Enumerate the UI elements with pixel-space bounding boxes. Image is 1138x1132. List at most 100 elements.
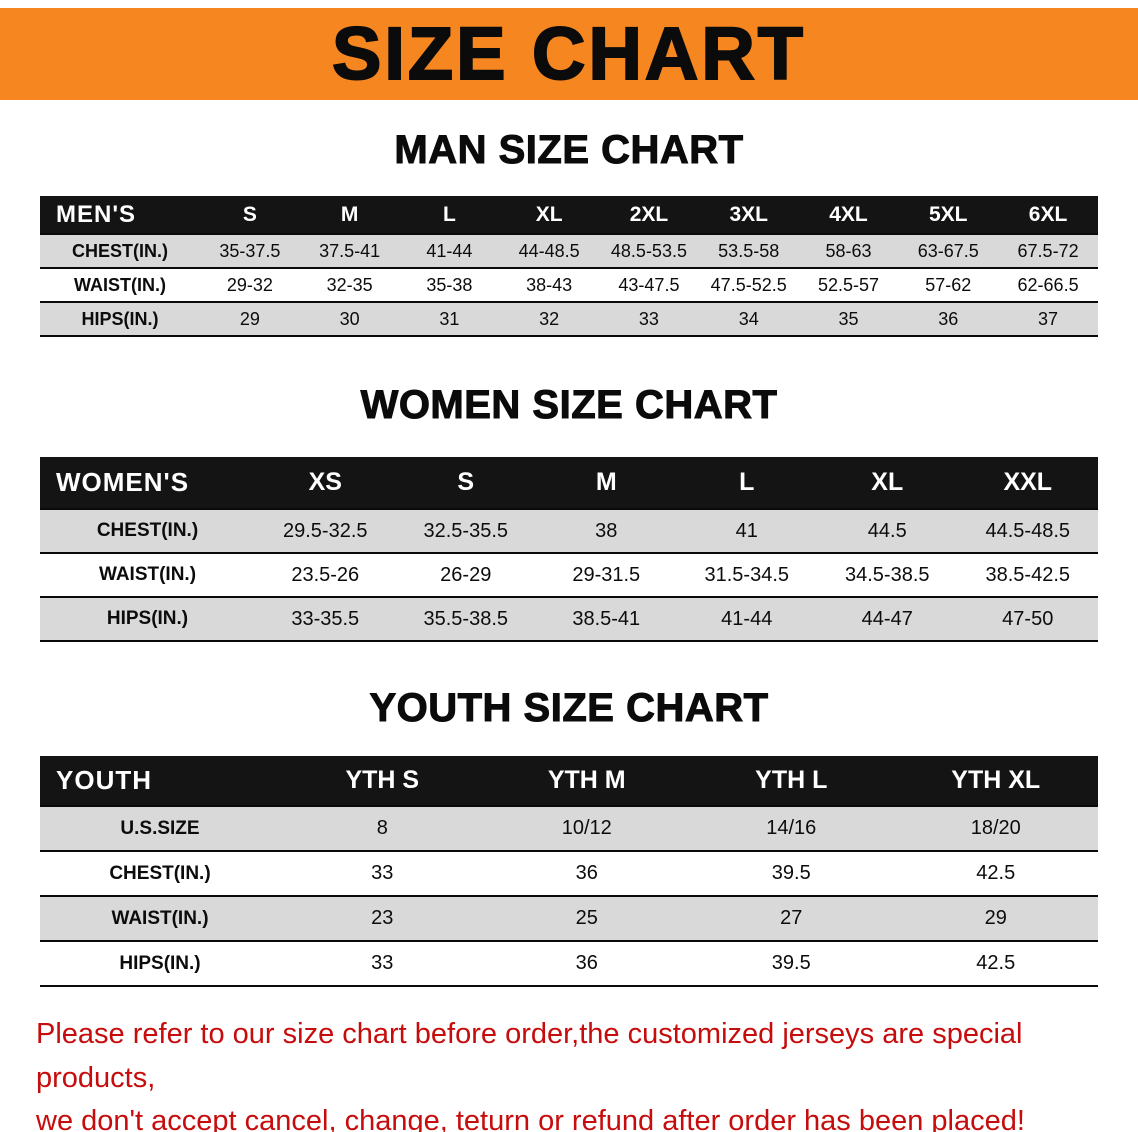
men-size-col-l: L (443, 202, 456, 226)
table-cell: 43-47.5 (618, 274, 680, 295)
table-cell: 27 (780, 907, 803, 929)
table-cell: 31 (439, 308, 460, 329)
table-cell: 38.5-42.5 (985, 563, 1070, 586)
table-cell: 48.5-53.5 (610, 240, 687, 261)
men-size-col-xl: XL (535, 202, 563, 226)
youth-size-chart-section: YOUTH SIZE CHART YOUTH YTH S YTH M YTH L… (0, 684, 1138, 987)
table-cell: 33 (638, 308, 659, 329)
men-size-col-m: M (340, 202, 359, 226)
women-size-col-m: M (595, 468, 617, 496)
row-label: HIPS(IN.) (106, 608, 189, 629)
women-hips-row: HIPS(IN.) 33-35.5 35.5-38.5 38.5-41 41-4… (40, 597, 1098, 641)
women-size-col-l: L (739, 468, 755, 496)
men-size-col-2xl: 2XL (629, 202, 669, 226)
row-label: HIPS(IN.) (119, 952, 201, 974)
women-table-corner-cell: WOMEN'S (56, 467, 190, 497)
table-cell: 23 (371, 907, 394, 929)
youth-chest-row: CHEST(IN.) 33 36 39.5 42.5 (40, 851, 1098, 896)
table-cell: 36 (575, 862, 598, 884)
men-waist-row: WAIST(IN.) 29-32 32-35 35-38 38-43 43-47… (40, 268, 1098, 302)
youth-hips-row: HIPS(IN.) 33 36 39.5 42.5 (40, 941, 1098, 986)
women-size-col-xs: XS (308, 468, 342, 496)
table-cell: 38.5-41 (572, 607, 641, 630)
youth-size-table: YOUTH YTH S YTH M YTH L YTH XL U.S.SIZE … (40, 756, 1098, 987)
table-cell: 29.5-32.5 (282, 519, 368, 542)
women-size-col-xxl: XXL (1003, 468, 1053, 496)
table-cell: 34 (738, 308, 759, 329)
youth-section-heading: YOUTH SIZE CHART (369, 686, 769, 731)
men-size-col-4xl: 4XL (829, 202, 868, 226)
table-cell: 44-48.5 (518, 240, 580, 261)
table-cell: 42.5 (976, 862, 1016, 884)
table-cell: 39.5 (771, 952, 811, 974)
row-label: WAIST(IN.) (98, 564, 197, 585)
table-cell: 33 (371, 952, 394, 974)
table-cell: 23.5-26 (291, 563, 360, 586)
page-title: SIZE CHART (331, 12, 806, 95)
women-waist-row: WAIST(IN.) 23.5-26 26-29 29-31.5 31.5-34… (40, 553, 1098, 597)
order-policy-line-1: Please refer to our size chart before or… (36, 1018, 1023, 1094)
table-cell: 8 (376, 817, 388, 839)
table-cell: 29 (239, 308, 260, 329)
men-hips-row: HIPS(IN.) 29 30 31 32 33 34 35 36 37 (40, 302, 1098, 336)
youth-ussize-row: U.S.SIZE 8 10/12 14/16 18/20 (40, 806, 1098, 851)
table-cell: 63-67.5 (917, 240, 979, 261)
youth-size-col-m: YTH M (547, 766, 626, 794)
youth-size-col-l: YTH L (755, 766, 828, 794)
table-cell: 44.5-48.5 (985, 519, 1070, 542)
table-cell: 10/12 (561, 817, 612, 839)
row-label: CHEST(IN.) (109, 862, 211, 884)
table-cell: 35 (838, 308, 859, 329)
table-cell: 52.5-57 (817, 274, 879, 295)
table-cell: 33-35.5 (291, 607, 360, 630)
table-cell: 58-63 (825, 240, 872, 261)
men-size-table: MEN'S S M L XL 2XL 3XL 4XL 5XL 6XL CHEST… (40, 196, 1098, 337)
table-cell: 62-66.5 (1017, 274, 1079, 295)
table-cell: 67.5-72 (1017, 240, 1079, 261)
table-cell: 47-50 (1002, 607, 1054, 630)
table-cell: 14/16 (766, 817, 817, 839)
men-table-corner-cell: MEN'S (56, 200, 137, 228)
table-cell: 35.5-38.5 (423, 607, 508, 630)
row-label: WAIST(IN.) (74, 274, 166, 295)
men-size-col-5xl: 5XL (928, 202, 968, 226)
table-cell: 29-32 (226, 274, 273, 295)
table-cell: 39.5 (771, 862, 811, 884)
table-cell: 42.5 (976, 952, 1016, 974)
table-cell: 57-62 (925, 274, 972, 295)
table-cell: 44-47 (861, 607, 913, 630)
table-cell: 32-35 (326, 274, 373, 295)
table-cell: 37.5-41 (319, 240, 381, 261)
women-size-chart-section: WOMEN SIZE CHART WOMEN'S XS S M L XL XXL… (0, 381, 1138, 642)
table-cell: 36 (938, 308, 959, 329)
size-chart-banner: SIZE CHART (0, 8, 1138, 100)
row-label: CHEST(IN.) (72, 240, 168, 261)
youth-size-col-s: YTH S (345, 766, 420, 794)
table-cell: 41 (735, 519, 758, 542)
order-policy-note: Please refer to our size chart before or… (0, 1013, 1138, 1132)
row-label: WAIST(IN.) (111, 907, 209, 929)
men-size-col-s: S (242, 202, 257, 226)
youth-size-col-xl: YTH XL (951, 766, 1041, 794)
table-cell: 32.5-35.5 (423, 519, 508, 542)
row-label: U.S.SIZE (120, 817, 200, 839)
table-cell: 44.5 (867, 519, 907, 542)
women-table-header-row: WOMEN'S XS S M L XL XXL (40, 457, 1098, 509)
table-cell: 53.5-58 (718, 240, 780, 261)
women-size-table: WOMEN'S XS S M L XL XXL CHEST(IN.) 29.5-… (40, 457, 1098, 642)
table-cell: 41-44 (721, 607, 773, 630)
men-section-heading: MAN SIZE CHART (394, 128, 744, 173)
table-cell: 25 (575, 907, 598, 929)
women-chest-row: CHEST(IN.) 29.5-32.5 32.5-35.5 38 41 44.… (40, 509, 1098, 553)
youth-table-corner-cell: YOUTH (56, 765, 152, 795)
table-cell: 37 (1038, 308, 1059, 329)
youth-table-header-row: YOUTH YTH S YTH M YTH L YTH XL (40, 756, 1098, 806)
women-section-heading: WOMEN SIZE CHART (360, 383, 778, 428)
table-cell: 38-43 (526, 274, 573, 295)
table-cell: 35-37.5 (219, 240, 281, 261)
table-cell: 38 (595, 519, 618, 542)
table-cell: 32 (539, 308, 560, 329)
women-size-col-xl: XL (871, 468, 904, 496)
row-label: HIPS(IN.) (81, 308, 159, 329)
men-size-chart-section: MAN SIZE CHART MEN'S S M L XL 2XL 3XL 4X… (0, 126, 1138, 337)
